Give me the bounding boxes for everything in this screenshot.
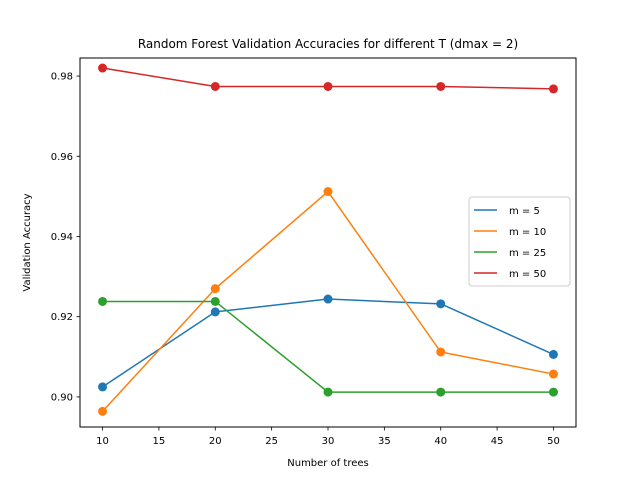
data-point bbox=[548, 387, 558, 397]
data-point bbox=[210, 296, 220, 306]
x-tick-label: 25 bbox=[265, 436, 278, 447]
data-point bbox=[210, 284, 220, 294]
data-point bbox=[98, 63, 108, 73]
legend-label: m = 10 bbox=[509, 227, 546, 238]
data-point bbox=[98, 406, 108, 416]
data-point bbox=[548, 349, 558, 359]
x-tick-label: 50 bbox=[547, 436, 560, 447]
x-tick-label: 30 bbox=[322, 436, 335, 447]
x-axis-label: Number of trees bbox=[287, 458, 369, 469]
legend-label: m = 25 bbox=[509, 248, 546, 259]
data-point bbox=[436, 299, 446, 309]
series-0 bbox=[98, 294, 558, 392]
data-point bbox=[323, 294, 333, 304]
y-axis: 0.90 0.92 0.94 0.96 0.98 bbox=[51, 72, 80, 403]
data-point bbox=[436, 81, 446, 91]
data-point bbox=[548, 84, 558, 94]
legend-label: m = 50 bbox=[509, 269, 546, 280]
data-point bbox=[210, 307, 220, 317]
y-tick-label: 0.92 bbox=[51, 312, 73, 323]
data-point bbox=[548, 369, 558, 379]
y-axis-label: Validation Accuracy bbox=[22, 193, 33, 291]
legend-label: m = 5 bbox=[509, 206, 540, 217]
data-point bbox=[323, 81, 333, 91]
data-point bbox=[323, 387, 333, 397]
series-3 bbox=[98, 63, 558, 94]
x-tick-label: 35 bbox=[378, 436, 391, 447]
chart-title: Random Forest Validation Accuracies for … bbox=[138, 37, 518, 51]
legend-box bbox=[468, 196, 571, 287]
x-tick-label: 10 bbox=[96, 436, 109, 447]
x-tick-label: 15 bbox=[153, 436, 166, 447]
y-tick-label: 0.96 bbox=[51, 152, 73, 163]
data-point bbox=[210, 81, 220, 91]
y-tick-label: 0.94 bbox=[51, 232, 73, 243]
y-tick-label: 0.98 bbox=[51, 72, 73, 83]
series-1 bbox=[98, 187, 558, 416]
plot-area bbox=[98, 63, 558, 416]
data-point bbox=[323, 187, 333, 197]
data-point bbox=[436, 347, 446, 357]
x-tick-label: 40 bbox=[434, 436, 447, 447]
x-axis: 10 15 20 25 30 35 40 45 50 bbox=[96, 427, 560, 447]
legend: m = 5 m = 10 m = 25 m = 50 bbox=[468, 196, 571, 287]
x-tick-label: 20 bbox=[209, 436, 222, 447]
data-point bbox=[436, 387, 446, 397]
y-tick-label: 0.90 bbox=[51, 392, 73, 403]
series-2 bbox=[98, 296, 558, 397]
data-point bbox=[98, 296, 108, 306]
data-point bbox=[98, 382, 108, 392]
x-tick-label: 45 bbox=[491, 436, 504, 447]
